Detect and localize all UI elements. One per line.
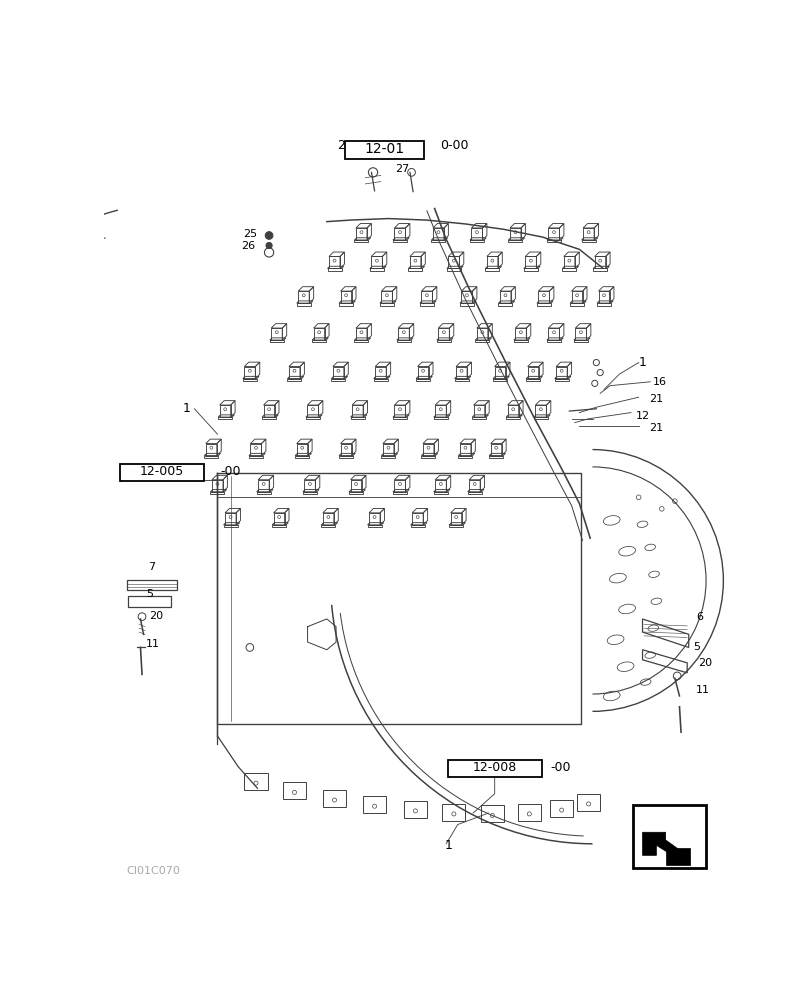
Polygon shape xyxy=(665,848,689,865)
FancyBboxPatch shape xyxy=(345,141,423,159)
Circle shape xyxy=(265,232,272,239)
Text: CI01C070: CI01C070 xyxy=(127,866,180,876)
Text: -00: -00 xyxy=(550,761,570,774)
Text: 11: 11 xyxy=(695,685,709,695)
Polygon shape xyxy=(642,832,689,863)
Text: 1: 1 xyxy=(444,839,452,852)
Text: 1: 1 xyxy=(182,402,191,415)
Text: 11: 11 xyxy=(146,639,160,649)
Text: 21: 21 xyxy=(649,394,663,404)
Text: 12-008: 12-008 xyxy=(472,761,516,774)
Text: 21: 21 xyxy=(649,423,663,433)
Text: 6: 6 xyxy=(695,612,702,622)
Text: 7: 7 xyxy=(148,562,155,572)
Text: 0-00: 0-00 xyxy=(439,139,468,152)
Text: -00: -00 xyxy=(221,465,241,478)
Text: 5: 5 xyxy=(692,642,699,652)
Text: 12: 12 xyxy=(635,411,649,421)
Text: 25: 25 xyxy=(242,229,256,239)
Text: 27: 27 xyxy=(395,164,409,174)
FancyBboxPatch shape xyxy=(119,464,204,481)
Text: 5: 5 xyxy=(146,589,153,599)
Text: 12-005: 12-005 xyxy=(139,465,184,478)
FancyBboxPatch shape xyxy=(447,760,541,777)
Text: 16: 16 xyxy=(652,377,666,387)
Text: 26: 26 xyxy=(241,241,255,251)
Circle shape xyxy=(266,242,272,249)
Text: 2: 2 xyxy=(337,139,344,152)
FancyBboxPatch shape xyxy=(633,805,706,868)
Text: 20: 20 xyxy=(697,658,712,668)
Text: 1: 1 xyxy=(637,356,646,369)
Text: 20: 20 xyxy=(148,611,163,621)
Text: 12-01: 12-01 xyxy=(364,142,404,156)
